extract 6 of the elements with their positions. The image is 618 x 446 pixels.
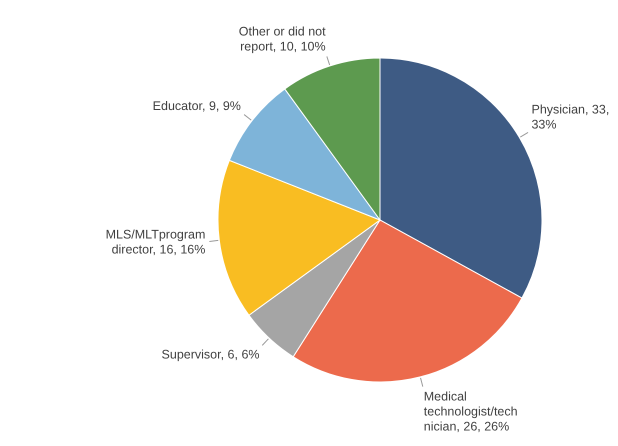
- slice-label: MLS/MLTprogram director, 16, 16%: [106, 228, 206, 257]
- slice-label: Medical technologist/technician, 26, 26%: [424, 389, 518, 434]
- slice-label: Educator, 9, 9%: [152, 99, 241, 114]
- slice-label: Physician, 33, 33%: [531, 102, 610, 132]
- slice-label: Other or did not report, 10, 10%: [238, 24, 326, 54]
- slice-label: Supervisor, 6, 6%: [162, 347, 260, 362]
